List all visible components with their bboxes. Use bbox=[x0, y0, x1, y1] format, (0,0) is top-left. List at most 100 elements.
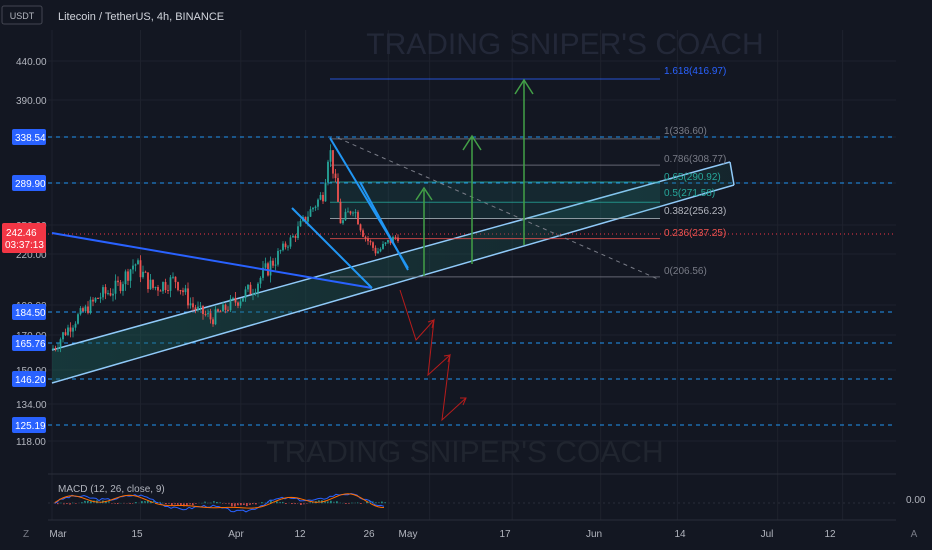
candle-body bbox=[384, 242, 387, 244]
auto-scale-button[interactable]: A bbox=[911, 529, 918, 540]
arrowhead-icon bbox=[462, 134, 482, 151]
candle-body bbox=[367, 238, 369, 242]
candle-body bbox=[237, 302, 239, 306]
candle-body bbox=[169, 277, 172, 291]
macd-histogram-bar bbox=[261, 502, 263, 504]
projection-dashed-line bbox=[337, 137, 661, 281]
macd-signal-line bbox=[53, 493, 385, 509]
candle-body bbox=[324, 182, 327, 202]
macd-histogram-bar bbox=[81, 502, 83, 504]
descending-trendline[interactable] bbox=[51, 232, 373, 289]
candle-body bbox=[207, 313, 209, 315]
candle-body bbox=[227, 309, 229, 311]
candle-body bbox=[124, 271, 127, 285]
candle-body bbox=[194, 307, 197, 310]
candle-body bbox=[67, 327, 69, 335]
candle-body bbox=[149, 279, 152, 290]
macd-histogram-bar bbox=[291, 503, 293, 504]
macd-histogram-bar bbox=[135, 502, 137, 504]
price-level-badge[interactable] bbox=[12, 335, 46, 351]
candle-body bbox=[74, 323, 77, 328]
candle-body bbox=[214, 309, 217, 325]
candle-body bbox=[189, 303, 192, 306]
time-tick-label: 26 bbox=[363, 529, 375, 540]
wedge-inner-line[interactable] bbox=[359, 181, 409, 271]
arrowhead-icon bbox=[514, 78, 534, 95]
time-tick-label: May bbox=[399, 529, 418, 540]
candle-body bbox=[179, 290, 182, 292]
candle-body bbox=[334, 173, 337, 179]
fibonacci-retracement[interactable]: 1.618(416.97) 1(336.60) 0.786(308.77) 0.… bbox=[330, 66, 726, 278]
macd-histogram-bar bbox=[84, 500, 86, 504]
macd-histogram-bar bbox=[213, 501, 215, 504]
macd-histogram-bar bbox=[132, 503, 134, 504]
currency-badge-box[interactable] bbox=[1, 5, 43, 25]
macd-histogram-bar bbox=[69, 503, 71, 505]
candle-body bbox=[159, 290, 162, 292]
candle-body bbox=[269, 260, 272, 276]
price-tick-label: 390.00 bbox=[16, 96, 47, 107]
macd-histogram-bar bbox=[336, 501, 338, 504]
candle-body bbox=[354, 212, 357, 214]
time-tick-label: 17 bbox=[499, 529, 511, 540]
candle-body bbox=[347, 211, 349, 213]
candle-body bbox=[322, 194, 324, 202]
fib-level-label: 0.382(256.23) bbox=[664, 206, 726, 217]
price-axis[interactable]: 440.00390.00250.00220.00190.00170.00150.… bbox=[2, 57, 47, 448]
macd-histogram-bar bbox=[147, 500, 149, 504]
candle-body bbox=[174, 276, 177, 283]
price-level-badge[interactable] bbox=[12, 304, 46, 320]
price-level-badge[interactable] bbox=[12, 371, 46, 387]
candle-body bbox=[172, 276, 174, 278]
candle-body bbox=[394, 236, 397, 238]
candle-body bbox=[309, 209, 312, 217]
wedge-lower-line[interactable] bbox=[291, 207, 373, 289]
price-level-badge[interactable] bbox=[12, 129, 46, 145]
candle-body bbox=[117, 280, 119, 283]
macd-histogram-bar bbox=[312, 501, 314, 504]
candle-body bbox=[372, 242, 374, 248]
candle-body bbox=[139, 260, 142, 278]
candle-body bbox=[192, 303, 194, 308]
candle-body bbox=[89, 299, 92, 313]
candle-body bbox=[212, 319, 214, 325]
current-price-badge[interactable] bbox=[2, 223, 46, 253]
macd-histogram-bar bbox=[150, 501, 152, 504]
candle-body bbox=[232, 297, 234, 299]
candle-body bbox=[287, 246, 289, 248]
candle-body bbox=[392, 236, 394, 244]
candle-body bbox=[209, 313, 212, 320]
candle-body bbox=[279, 250, 282, 252]
candle-body bbox=[152, 279, 154, 288]
candle-body bbox=[72, 327, 74, 332]
macd-histogram-bar bbox=[210, 502, 212, 504]
candle-body bbox=[82, 308, 84, 312]
candle-body bbox=[64, 332, 67, 335]
macd-value: 0.00 bbox=[906, 495, 926, 506]
time-axis[interactable]: Mar 15 Apr 12 26 May 17 Jun 14 Jul 12 bbox=[49, 529, 836, 540]
time-tick-label: Apr bbox=[228, 529, 244, 540]
time-tick-label: 12 bbox=[294, 529, 306, 540]
macd-histogram-bar bbox=[141, 501, 143, 504]
macd-histogram-bar bbox=[300, 503, 302, 505]
price-tick-label: 220.00 bbox=[16, 250, 47, 261]
time-tick-label: 12 bbox=[824, 529, 836, 540]
candle-body bbox=[222, 304, 224, 312]
macd-histogram-bar bbox=[177, 503, 179, 505]
macd-histogram-bar bbox=[192, 503, 194, 506]
timezone-button[interactable]: Z bbox=[23, 529, 29, 540]
fib-level-label: 0(206.56) bbox=[664, 266, 707, 277]
fib-level-label: 0.786(308.77) bbox=[664, 154, 726, 165]
price-level-badge[interactable] bbox=[12, 417, 46, 433]
time-tick-label: Jun bbox=[586, 529, 602, 540]
macd-line bbox=[53, 493, 385, 513]
candle-body bbox=[284, 243, 287, 248]
price-level-badge[interactable] bbox=[12, 175, 46, 191]
candle-body bbox=[184, 288, 187, 293]
macd-histogram-bar bbox=[168, 503, 170, 505]
macd-histogram-bar bbox=[63, 503, 65, 505]
watermark-bottom: TRADING SNIPER'S COACH bbox=[266, 436, 663, 469]
